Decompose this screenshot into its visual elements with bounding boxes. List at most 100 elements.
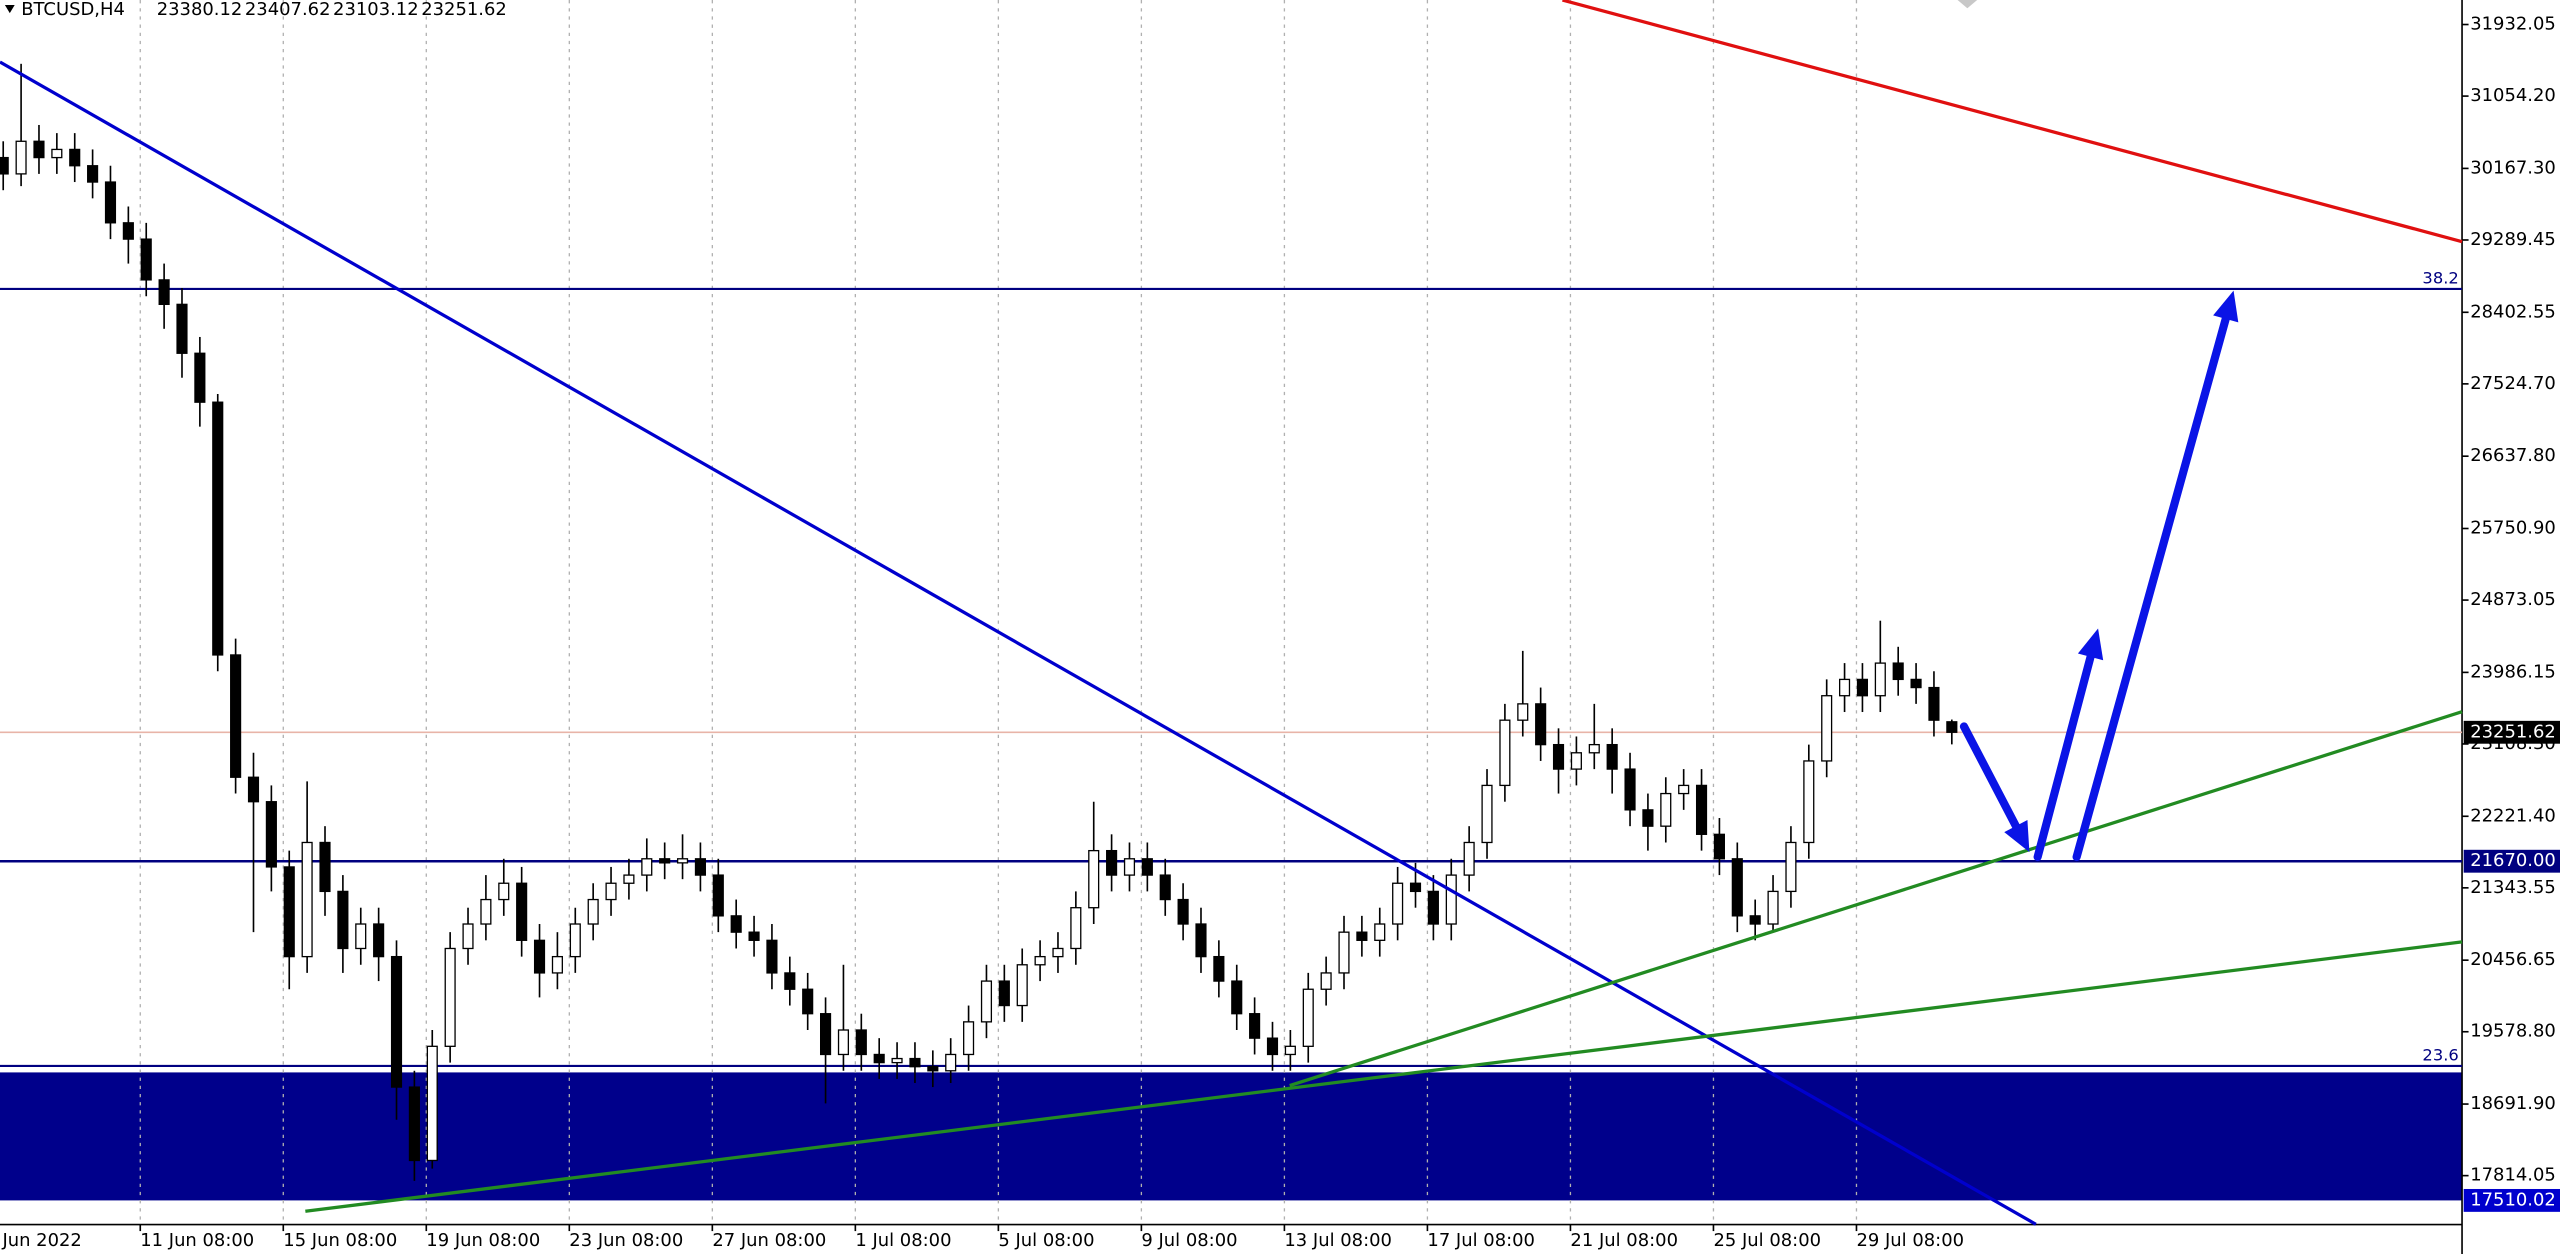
arrow-head: [2213, 290, 2239, 323]
candle-body: [712, 874, 724, 917]
candle-body: [587, 898, 599, 925]
arrow-shaft: [2033, 652, 2095, 862]
candle-body: [1821, 695, 1833, 762]
candle-body: [766, 939, 778, 974]
x-tick-label: 13 Jul 08:00: [1284, 1230, 1392, 1251]
trendline: [305, 940, 2463, 1213]
y-tick-label: 21343.55: [2470, 877, 2556, 898]
x-tick-label: 7 Jun 2022: [0, 1230, 82, 1251]
candle-body: [551, 955, 563, 974]
zone-price-label: 17510.02: [2470, 1189, 2556, 1210]
x-tick-label: 19 Jun 08:00: [426, 1230, 540, 1251]
candle-body: [1731, 858, 1743, 917]
candle-body: [1660, 792, 1672, 827]
candle-body: [1767, 890, 1779, 925]
candle-body: [730, 915, 742, 933]
x-tick-label: 11 Jun 08:00: [140, 1230, 254, 1251]
candle-body: [1106, 849, 1118, 876]
candle-body: [1034, 955, 1046, 966]
candle-body: [1517, 703, 1529, 721]
hline-price-label: 21670.00: [2470, 850, 2556, 871]
candle-body: [87, 165, 99, 183]
symbol-label: BTCUSD,H4: [21, 0, 125, 20]
candle-body: [1088, 849, 1100, 909]
candle-body: [140, 238, 152, 281]
price-zone: [0, 1072, 2463, 1201]
object-marker: [1957, 0, 1978, 9]
candle-body: [69, 148, 81, 167]
y-tick-label: 30167.30: [2470, 157, 2556, 178]
y-tick-label: 29289.45: [2470, 229, 2556, 250]
arrow-shaft: [2072, 314, 2230, 862]
y-tick-label: 17814.05: [2470, 1165, 2556, 1186]
arrow-head: [2004, 820, 2030, 853]
candle-body: [1749, 915, 1761, 925]
candle-body: [1695, 784, 1708, 835]
candle-body: [998, 980, 1010, 1007]
candle-body: [373, 923, 385, 958]
candle-body: [1624, 768, 1636, 811]
candle-body: [1910, 678, 1922, 689]
y-tick-label: 31054.20: [2470, 85, 2556, 106]
candle-body: [784, 972, 796, 990]
y-tick-label: 28402.55: [2470, 301, 2556, 322]
candle-body: [1678, 784, 1690, 795]
candle-body: [1070, 907, 1082, 950]
candle-body: [33, 140, 45, 159]
candle-body: [194, 352, 206, 403]
candle-body: [1177, 898, 1189, 925]
current-price-box: [2463, 720, 2560, 744]
candle-body: [1946, 721, 1958, 733]
candle-body: [1463, 841, 1475, 876]
candle-body: [1392, 882, 1404, 925]
candle-body: [1356, 931, 1368, 941]
candle-body: [158, 279, 170, 306]
candle-body: [819, 1013, 832, 1056]
candle-body: [390, 955, 403, 1088]
candle-body: [498, 882, 510, 901]
candle-body: [1052, 947, 1064, 958]
candle-body: [480, 898, 492, 925]
candle-body: [1838, 678, 1851, 697]
candle-body: [1141, 858, 1153, 876]
x-tick-label: 21 Jul 08:00: [1570, 1230, 1678, 1251]
candle-body: [1928, 686, 1940, 721]
candle-body: [1231, 980, 1243, 1015]
candle-body: [676, 858, 689, 864]
candle-body: [1803, 760, 1815, 844]
candle-body: [641, 858, 653, 876]
candle-body: [1445, 874, 1457, 925]
candle-body: [408, 1086, 420, 1162]
candle-body: [1499, 719, 1511, 787]
candle-body: [909, 1057, 921, 1068]
candle-body: [873, 1053, 885, 1064]
candle-body: [1713, 833, 1725, 860]
candle-body: [1249, 1013, 1261, 1039]
candle-body: [1374, 923, 1386, 941]
candle-body: [1785, 841, 1797, 893]
candle-body: [945, 1053, 957, 1072]
x-tick-label: 17 Jul 08:00: [1427, 1230, 1535, 1251]
candle-body: [1195, 923, 1207, 958]
x-tick-label: 23 Jun 08:00: [569, 1230, 683, 1251]
x-tick-label: 5 Jul 08:00: [998, 1230, 1094, 1251]
y-tick-label: 22221.40: [2470, 805, 2556, 826]
candle-body: [1535, 703, 1547, 746]
fib-label: 38.2: [2422, 269, 2458, 288]
candle-body: [1481, 784, 1493, 844]
ohlc-open: 23380.12: [157, 0, 243, 20]
candle-body: [533, 939, 546, 974]
y-tick-label: 31932.05: [2470, 14, 2556, 35]
menu-triangle[interactable]: [4, 4, 15, 14]
candle-body: [1123, 858, 1136, 876]
candle-body: [837, 1029, 850, 1056]
candle-body: [694, 858, 706, 876]
y-tick-label: 24873.05: [2470, 589, 2556, 610]
x-tick-label: 29 Jul 08:00: [1856, 1230, 1964, 1251]
candle-body: [1570, 752, 1582, 770]
candle-body: [605, 882, 617, 901]
candle-body: [212, 401, 224, 656]
candle-body: [1409, 882, 1422, 893]
